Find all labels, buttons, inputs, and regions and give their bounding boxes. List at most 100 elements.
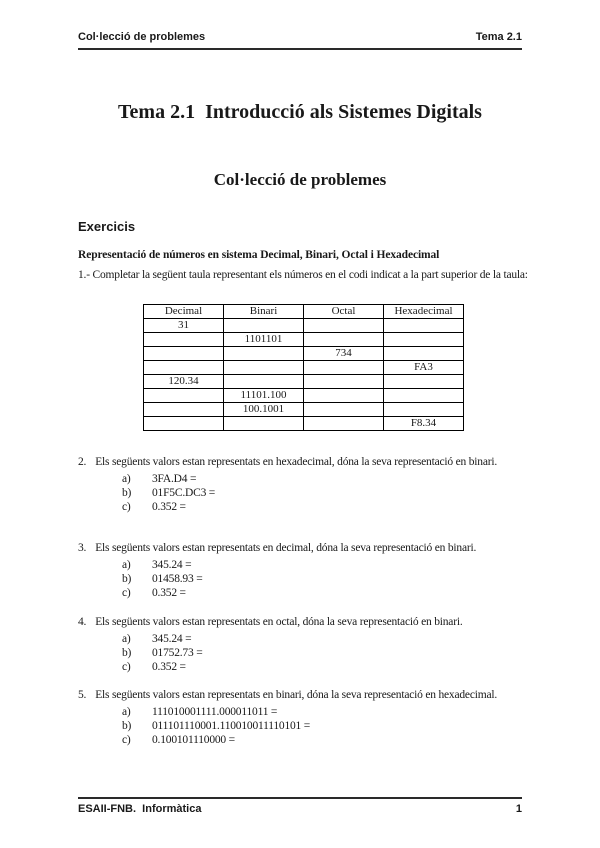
item-label: c) <box>122 660 131 673</box>
exercise-4: 4. Els següents valors estan representats… <box>78 615 533 674</box>
item-value: 01F5C.DC3 = <box>152 486 216 499</box>
item-value: 3FA.D4 = <box>152 472 197 485</box>
exercise-item: c) 0.100101110000 = <box>122 733 533 747</box>
table-header-hexadecimal: Hexadecimal <box>383 304 464 319</box>
item-label: a) <box>122 632 131 645</box>
header-right-text: Tema 2.1 <box>475 31 522 43</box>
item-value: 0.352 = <box>152 586 186 599</box>
table-cell <box>303 332 384 347</box>
table-header-octal: Octal <box>303 304 384 319</box>
table-cell <box>383 346 464 361</box>
table-cell <box>143 402 224 417</box>
exercise-2: 2. Els següents valors estan representats… <box>78 455 533 514</box>
page-header: Col·lecció de problemes Tema 2.1 <box>78 31 522 50</box>
item-value: 01458.93 = <box>152 572 203 585</box>
exercise-item: a) 111010001111.000011011 = <box>122 705 533 719</box>
exercise-number: 3. <box>78 542 87 554</box>
item-value: 0.352 = <box>152 660 186 673</box>
item-value: 01752.73 = <box>152 646 203 659</box>
item-label: c) <box>122 733 131 746</box>
table-cell: F8.34 <box>383 416 464 431</box>
table-cell: FA3 <box>383 360 464 375</box>
exercise-5: 5. Els següents valors estan representats… <box>78 688 533 747</box>
table-cell <box>223 374 304 389</box>
item-label: c) <box>122 586 131 599</box>
exercise-item: c) 0.352 = <box>122 586 533 600</box>
item-label: b) <box>122 646 132 659</box>
exercise-number: 5. <box>78 689 87 701</box>
table-cell <box>223 346 304 361</box>
table-cell <box>303 388 384 403</box>
table-cell: 100.1001 <box>223 402 304 417</box>
table-cell <box>143 346 224 361</box>
table-row: F8.34 <box>143 416 464 431</box>
table-cell <box>223 416 304 431</box>
table-cell <box>303 318 384 333</box>
exercise-item: b) 01752.73 = <box>122 646 533 660</box>
item-label: a) <box>122 705 131 718</box>
table-cell: 11101.100 <box>223 388 304 403</box>
table-cell <box>303 374 384 389</box>
item-value: 0.100101110000 = <box>152 733 235 746</box>
exercise-item: b) 01458.93 = <box>122 572 533 586</box>
exercise-text: Els següents valors estan representats e… <box>95 616 463 628</box>
exercise-items: a) 345.24 = b) 01458.93 = c) 0.352 = <box>78 558 533 601</box>
table-cell <box>383 402 464 417</box>
table-cell <box>143 360 224 375</box>
exercise-item: a) 345.24 = <box>122 632 533 646</box>
table-cell <box>383 332 464 347</box>
item-label: a) <box>122 558 131 571</box>
item-value: 111010001111.000011011 = <box>152 705 278 718</box>
table-cell <box>303 416 384 431</box>
item-label: b) <box>122 486 132 499</box>
exercise-number: 2. <box>78 456 87 468</box>
table-cell <box>383 318 464 333</box>
table-cell <box>223 318 304 333</box>
header-left-text: Col·lecció de problemes <box>78 31 206 43</box>
table-cell: 120.34 <box>143 374 224 389</box>
item-label: a) <box>122 472 131 485</box>
subsection-heading: Representació de números en sistema Deci… <box>78 249 440 261</box>
exercise-item: b) 01F5C.DC3 = <box>122 486 533 500</box>
exercise-1-text: 1.- Completar la següent taula represent… <box>78 269 528 281</box>
table-cell: 31 <box>143 318 224 333</box>
table-header-decimal: Decimal <box>143 304 224 319</box>
page-footer: ESAII-FNB. Informàtica 1 <box>78 797 522 815</box>
number-systems-table: Decimal Binari Octal Hexadecimal 31 1101… <box>143 304 464 431</box>
exercise-item: c) 0.352 = <box>122 500 533 514</box>
item-label: c) <box>122 500 131 513</box>
exercise-item: c) 0.352 = <box>122 660 533 674</box>
table-row: 31 <box>143 318 464 333</box>
page-title: Tema 2.1 Introducció als Sistemes Digita… <box>118 101 482 123</box>
exercise-items: a) 111010001111.000011011 = b) 011101110… <box>78 705 533 748</box>
exercise-item: a) 345.24 = <box>122 558 533 572</box>
exercise-item: a) 3FA.D4 = <box>122 472 533 486</box>
item-label: b) <box>122 572 132 585</box>
section-heading: Exercicis <box>78 219 136 234</box>
page-number: 1 <box>515 803 522 815</box>
table-cell <box>143 388 224 403</box>
item-value: 345.24 = <box>152 558 192 571</box>
table-cell <box>223 360 304 375</box>
exercise-text: Els següents valors estan representats e… <box>95 689 498 701</box>
exercise-number: 4. <box>78 616 87 628</box>
item-value: 0.352 = <box>152 500 186 513</box>
item-value: 345.24 = <box>152 632 192 645</box>
table-cell: 1101101 <box>223 332 304 347</box>
table-row: 120.34 <box>143 374 464 389</box>
table-cell <box>143 332 224 347</box>
table-cell <box>303 402 384 417</box>
item-value: 011101110001.110010011110101 = <box>152 719 311 732</box>
exercise-item: b) 011101110001.110010011110101 = <box>122 719 533 733</box>
table-row: FA3 <box>143 360 464 375</box>
item-label: b) <box>122 719 132 732</box>
page-subtitle: Col·lecció de problemes <box>213 170 387 189</box>
table-row: 734 <box>143 346 464 361</box>
exercise-text: Els següents valors estan representats e… <box>95 456 498 468</box>
table-row: 1101101 <box>143 332 464 347</box>
table-header-binari: Binari <box>223 304 304 319</box>
footer-left-text: ESAII-FNB. Informàtica <box>78 803 202 815</box>
table-cell <box>383 374 464 389</box>
table-row: 100.1001 <box>143 402 464 417</box>
